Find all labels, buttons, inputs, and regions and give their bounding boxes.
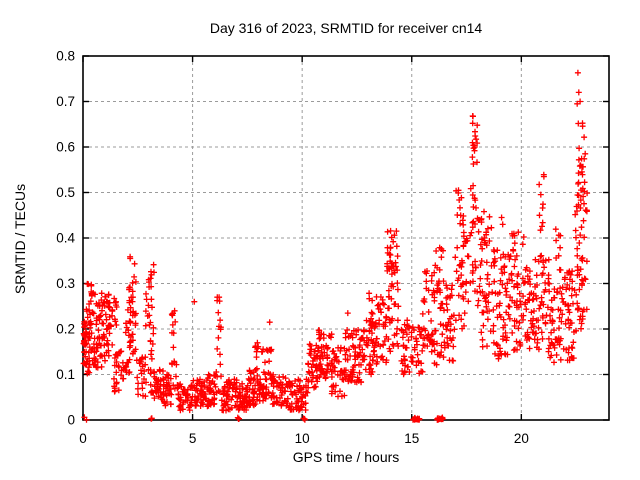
- svg-text:0.8: 0.8: [56, 49, 75, 64]
- svg-text:15: 15: [404, 431, 419, 446]
- scatter-points: [80, 69, 591, 423]
- svg-text:10: 10: [295, 431, 310, 446]
- x-axis-label: GPS time / hours: [292, 449, 400, 465]
- svg-text:0.4: 0.4: [56, 231, 75, 246]
- svg-text:0.1: 0.1: [56, 367, 75, 382]
- svg-text:0: 0: [67, 413, 75, 428]
- svg-text:0.2: 0.2: [56, 322, 75, 337]
- svg-text:0: 0: [79, 431, 87, 446]
- y-axis-label: SRMTID / TECUs: [12, 183, 28, 295]
- chart-title: Day 316 of 2023, SRMTID for receiver cn1…: [209, 20, 483, 36]
- grid-lines: [83, 56, 609, 420]
- x-tick-labels: 0 5 10 15 20: [79, 431, 529, 446]
- y-tick-labels: 0 0.1 0.2 0.3 0.4 0.5 0.6 0.7 0.8: [56, 49, 75, 428]
- svg-text:0.5: 0.5: [56, 185, 75, 200]
- svg-text:0.3: 0.3: [56, 276, 75, 291]
- svg-text:0.6: 0.6: [56, 140, 75, 155]
- svg-text:20: 20: [514, 431, 529, 446]
- svg-text:5: 5: [189, 431, 197, 446]
- svg-text:0.7: 0.7: [56, 94, 75, 109]
